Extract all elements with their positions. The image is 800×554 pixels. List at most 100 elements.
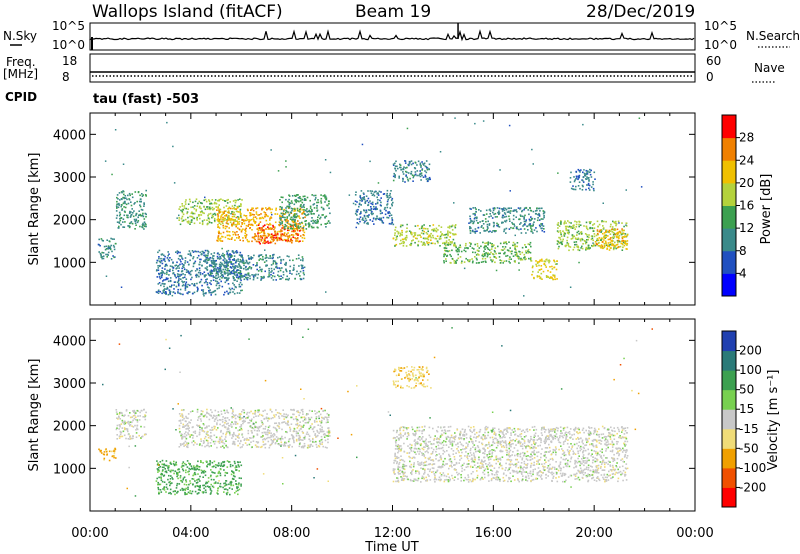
echo-pixel: [423, 237, 426, 240]
echo-pixel: [509, 262, 511, 264]
echo-pixel: [191, 490, 194, 493]
echo-pixel: [107, 251, 110, 254]
echo-pixel: [593, 223, 596, 225]
echo-pixel: [238, 465, 240, 468]
echo-pixel: [180, 409, 183, 411]
echo-pixel: [193, 222, 196, 225]
echo-pixel: [388, 194, 391, 197]
echo-pixel: [528, 251, 531, 253]
echo-pixel: [302, 227, 305, 229]
echo-pixel: [222, 441, 224, 444]
echo-pixel: [299, 235, 302, 237]
echo-pixel: [239, 281, 242, 284]
echo-pixel: [240, 485, 242, 487]
echo-pixel: [196, 286, 199, 289]
echo-pixel: [424, 243, 426, 245]
echo-pixel: [288, 235, 291, 237]
echo-pixel: [163, 285, 165, 288]
echo-pixel: [176, 281, 179, 284]
echo-pixel: [218, 219, 220, 221]
echo-pixel: [504, 207, 507, 210]
echo-pixel: [223, 254, 226, 256]
echo-pixel: [624, 233, 627, 235]
echo-pixel: [596, 239, 598, 242]
echo-pixel: [98, 238, 100, 241]
echo-pixel: [123, 197, 126, 200]
echo-pixel: [157, 462, 159, 464]
echo-pixel: [609, 243, 612, 246]
echo-pixel: [161, 466, 164, 469]
echo-pixel: [162, 291, 165, 294]
echo-pixel: [302, 426, 304, 428]
echo-pixel: [262, 242, 264, 244]
echo-pixel: [254, 238, 256, 241]
echo-pixel: [200, 278, 203, 281]
echo-pixel: [362, 192, 365, 194]
echo-pixel: [358, 203, 361, 206]
echo-pixel: [219, 256, 221, 258]
echo-pixel: [309, 426, 312, 429]
echo-pixel: [514, 245, 517, 247]
echo-pixel: [215, 206, 217, 208]
echo-pixel: [376, 196, 378, 199]
echo-pixel: [450, 255, 452, 258]
echo-pixel: [277, 425, 279, 427]
echo-pixel: [177, 264, 180, 267]
echo-pixel: [295, 222, 297, 225]
echo-pixel: [614, 233, 617, 236]
echo-pixel: [371, 220, 374, 222]
echo-pixel: [162, 469, 164, 471]
echo-pixel: [536, 219, 539, 222]
echo-pixel: [269, 233, 271, 236]
echo-pixel: [297, 254, 300, 256]
echo-pixel: [228, 234, 230, 237]
echo-pixel: [186, 423, 189, 425]
echo-pixel: [123, 226, 126, 228]
echo-pixel: [324, 416, 327, 418]
echo-pixel: [509, 190, 511, 192]
echo-pixel: [163, 487, 165, 489]
echo-pixel: [217, 213, 219, 216]
echo-pixel: [305, 214, 307, 217]
echo-pixel: [109, 248, 112, 251]
echo-pixel: [590, 221, 592, 223]
echo-pixel: [583, 172, 586, 175]
echo-pixel: [303, 266, 306, 269]
echo-pixel: [165, 460, 168, 462]
echo-pixel: [116, 424, 119, 427]
echo-pixel: [537, 217, 539, 219]
echo-pixel: [187, 216, 189, 219]
echo-pixel: [239, 267, 242, 269]
echo-pixel: [178, 483, 181, 485]
echo-pixel: [367, 209, 370, 211]
echo-pixel: [585, 173, 588, 176]
echo-pixel: [498, 210, 500, 212]
echo-pixel: [294, 230, 296, 232]
echo-pixel: [540, 272, 543, 275]
echo-pixel: [230, 481, 233, 484]
echo-pixel: [421, 161, 423, 163]
echo-pixel: [439, 235, 442, 238]
echo-pixel: [327, 220, 330, 223]
echo-pixel: [414, 234, 417, 236]
echo-pixel: [608, 231, 610, 234]
echo-pixel: [288, 214, 290, 217]
echo-pixel: [299, 442, 301, 444]
echo-pixel: [144, 222, 146, 225]
echo-pixel: [476, 216, 478, 219]
echo-pixel: [262, 256, 264, 258]
echo-pixel: [263, 232, 265, 235]
echo-pixel: [617, 220, 620, 223]
echo-pixel: [198, 492, 200, 494]
echo-pixel: [207, 272, 209, 275]
echo-pixel: [133, 203, 135, 205]
echo-pixel: [139, 200, 142, 203]
echo-pixel: [530, 227, 532, 229]
echo-pixel: [216, 209, 218, 211]
echo-pixel: [515, 216, 517, 218]
echo-pixel: [123, 206, 125, 208]
echo-pixel: [156, 269, 158, 271]
echo-pixel: [618, 222, 620, 224]
echo-pixel: [99, 450, 102, 453]
echo-pixel: [188, 421, 190, 423]
